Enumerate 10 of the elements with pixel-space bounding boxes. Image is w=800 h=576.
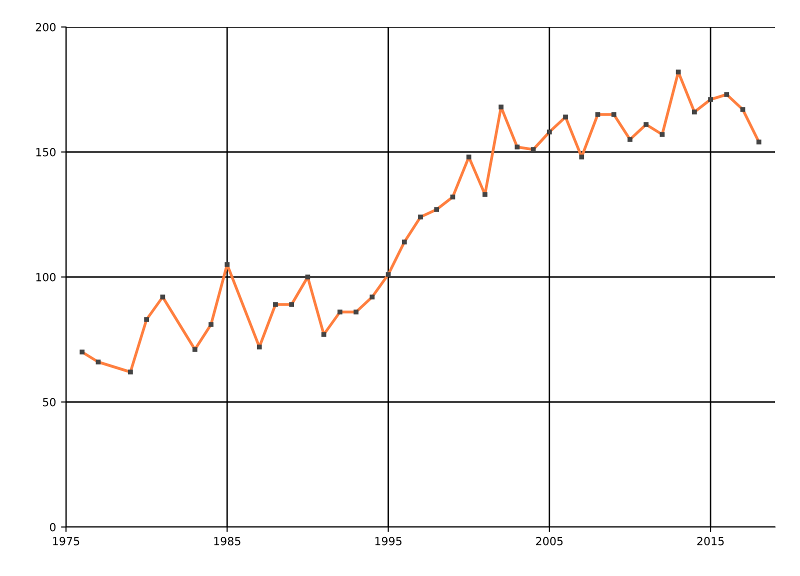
x-tick-label: 1995	[375, 536, 402, 546]
y-tick-label: 100	[36, 272, 56, 282]
y-tick-label: 0	[50, 522, 56, 532]
x-tick-label: 2015	[697, 536, 724, 546]
x-tick-label: 2005	[536, 536, 563, 546]
y-tick-label: 50	[42, 398, 56, 406]
x-tick-label: 1985	[214, 536, 240, 546]
x-tick-label: 1975	[53, 536, 80, 546]
y-tick-label: 150	[36, 148, 56, 156]
y-tick-label: 200	[36, 22, 56, 32]
